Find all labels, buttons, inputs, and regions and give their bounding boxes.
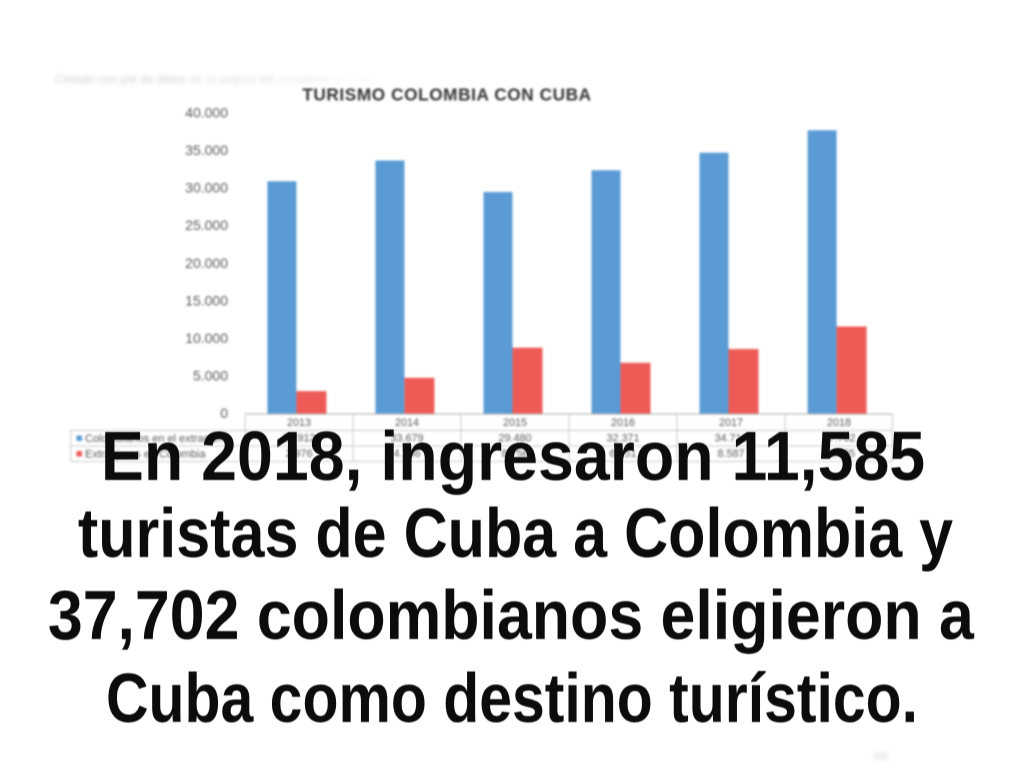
svg-text:10.000: 10.000	[185, 330, 228, 346]
svg-text:8.587: 8.587	[717, 448, 744, 460]
svg-text:20.000: 20.000	[185, 255, 228, 271]
svg-text:TURISMO COLOMBIA CON CUBA: TURISMO COLOMBIA CON CUBA	[302, 85, 591, 105]
svg-text:37.702: 37.702	[822, 433, 855, 445]
svg-text:30.000: 30.000	[185, 180, 228, 196]
svg-text:2018: 2018	[827, 417, 851, 429]
svg-text:Colombianos en el extranjero: Colombianos en el extranjero	[85, 433, 228, 445]
svg-text:6.751: 6.751	[609, 448, 636, 460]
svg-text:29.480: 29.480	[498, 433, 531, 445]
svg-text:2017: 2017	[719, 417, 743, 429]
svg-text:4.746: 4.746	[393, 448, 420, 460]
svg-text:34.716: 34.716	[714, 433, 747, 445]
svg-text:5.000: 5.000	[193, 368, 228, 384]
svg-text:2016: 2016	[611, 417, 635, 429]
svg-text:2013: 2013	[287, 417, 311, 429]
svg-text:15.000: 15.000	[185, 292, 228, 308]
svg-text:Extranjeros en Colombia: Extranjeros en Colombia	[85, 448, 206, 460]
svg-text:40.000: 40.000	[185, 105, 228, 121]
svg-text:8.756: 8.756	[501, 448, 528, 460]
svg-text:2015: 2015	[503, 417, 527, 429]
svg-text:0: 0	[220, 405, 228, 421]
svg-text:25.000: 25.000	[185, 217, 228, 233]
svg-text:32.371: 32.371	[606, 433, 639, 445]
svg-text:30.912: 30.912	[282, 433, 315, 445]
svg-text:35.000: 35.000	[185, 142, 228, 158]
svg-text:33.679: 33.679	[390, 433, 423, 445]
svg-text:Creado con píe de datos de la: Creado con píe de datos de la pagina del…	[55, 72, 371, 86]
svg-text:11.585: 11.585	[823, 448, 855, 460]
svg-text:2.976: 2.976	[285, 448, 312, 460]
svg-text:2014: 2014	[395, 417, 419, 429]
